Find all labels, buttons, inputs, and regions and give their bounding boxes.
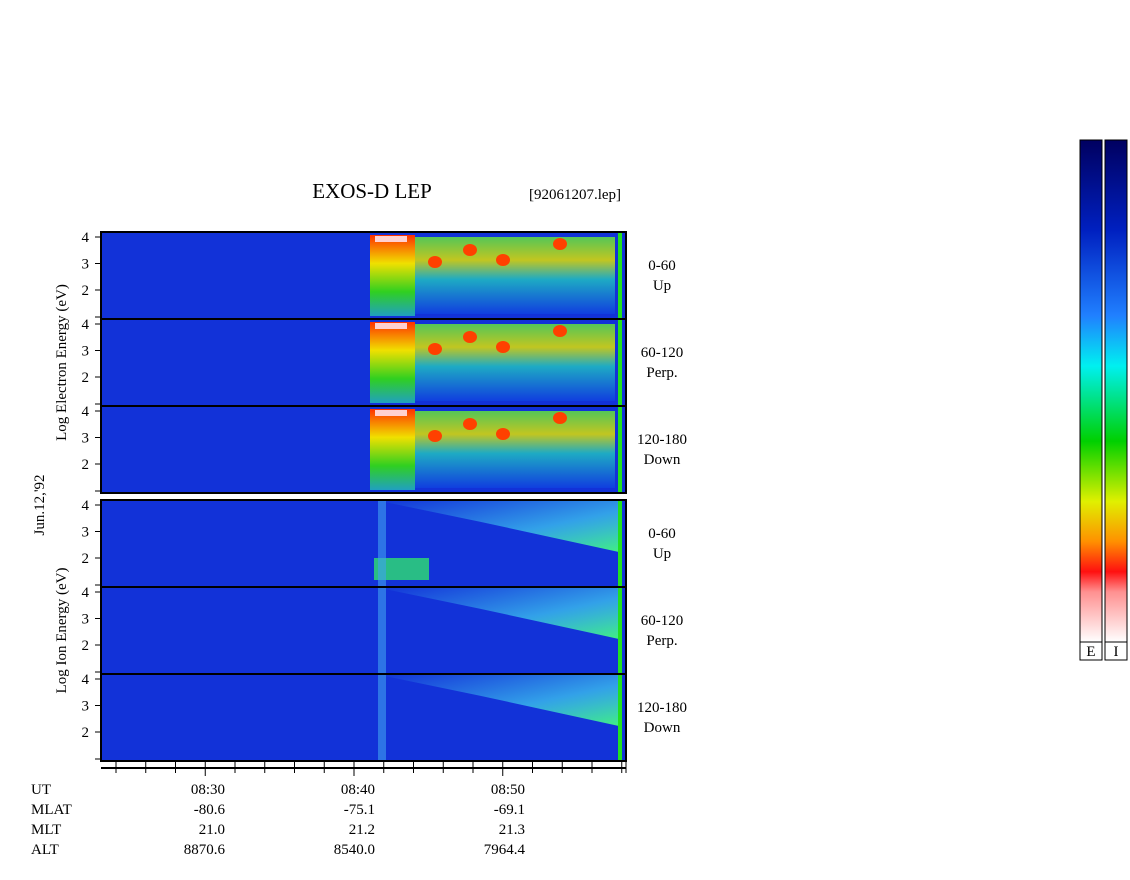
y-tick-label: 3 (82, 257, 90, 273)
panel-label: Up (653, 546, 671, 562)
colorbar-label: I (1114, 644, 1119, 660)
spectrogram-peak (375, 410, 407, 416)
y-tick-label: 3 (82, 525, 90, 541)
spectrogram-burst (370, 235, 415, 316)
y-tick-label: 4 (82, 230, 90, 246)
row-value: 21.2 (349, 822, 375, 838)
spectrogram-spot (553, 238, 567, 250)
spectrogram-streak (378, 500, 386, 587)
panel-label: Up (653, 278, 671, 294)
spectrogram-spot (463, 244, 477, 256)
spectrogram-spot (463, 418, 477, 430)
colorbar-i (1104, 139, 1128, 643)
spectrogram-burst (370, 409, 415, 490)
y-axis-label: Log Electron Energy (eV) (54, 284, 70, 441)
y-tick-label: 3 (82, 431, 90, 447)
panel-frame (100, 673, 627, 762)
row-value: 21.0 (199, 822, 225, 838)
spectrogram-band (375, 500, 620, 553)
colorbar-label-box (1104, 641, 1128, 661)
y-tick-label: 4 (82, 672, 90, 688)
spectrogram-spot (428, 430, 442, 442)
row-value: 08:40 (341, 782, 375, 798)
spectrogram-burst (374, 558, 429, 580)
panel-label: 120-180 (637, 432, 687, 448)
colorbar-label: E (1086, 644, 1095, 660)
y-tick-label: 2 (82, 457, 90, 473)
y-tick-label: 2 (82, 283, 90, 299)
spectrogram-edge (618, 406, 622, 493)
spectrogram-band (415, 237, 615, 314)
date: Jun.12,'92 (32, 474, 48, 535)
spectrogram-streak (378, 674, 386, 761)
colorbar-label-box (1079, 641, 1103, 661)
panel-label: 120-180 (637, 700, 687, 716)
spectrogram-band (415, 411, 615, 488)
y-tick-label: 2 (82, 551, 90, 567)
panel-label: Down (644, 720, 681, 736)
y-tick-label: 4 (82, 498, 90, 514)
spectrogram-band (415, 324, 615, 401)
panel-frame (100, 405, 627, 494)
spectrogram-edge (618, 232, 622, 319)
spectrogram-burst (370, 322, 415, 403)
y-tick-label: 2 (82, 638, 90, 654)
y-tick-label: 4 (82, 317, 90, 333)
row-value: 08:30 (191, 782, 225, 798)
spectrogram-spot (428, 343, 442, 355)
y-tick-label: 4 (82, 585, 90, 601)
panel-label: 0-60 (648, 526, 676, 542)
row-value: 21.3 (499, 822, 525, 838)
spectrogram-spot (496, 254, 510, 266)
y-axis-label: Log Ion Energy (eV) (54, 568, 70, 694)
spectrogram-edge (618, 319, 622, 406)
panel-label: 60-120 (641, 345, 684, 361)
title: EXOS-D LEP (312, 179, 432, 203)
y-tick-label: 4 (82, 404, 90, 420)
panel-label: Down (644, 452, 681, 468)
spectrogram-band (375, 587, 620, 640)
panel-label: 60-120 (641, 613, 684, 629)
spectrogram-spot (496, 341, 510, 353)
file-name: [92061207.lep] (529, 187, 621, 203)
spectrogram-spot (496, 428, 510, 440)
panel-label: Perp. (646, 633, 677, 649)
spectrogram-peak (375, 236, 407, 242)
row-value: -75.1 (344, 802, 375, 818)
row-value: -80.6 (194, 802, 226, 818)
spectrogram-edge (618, 587, 622, 674)
spectrogram-spot (428, 256, 442, 268)
spectrogram-streak (378, 587, 386, 674)
y-tick-label: 3 (82, 344, 90, 360)
spectrogram-spot (553, 412, 567, 424)
y-tick-label: 2 (82, 370, 90, 386)
spectrogram-spot (463, 331, 477, 343)
row-value: 08:50 (491, 782, 525, 798)
colorbar-e (1079, 139, 1103, 643)
row-label: MLAT (31, 802, 72, 818)
y-tick-label: 2 (82, 725, 90, 741)
row-value: 8870.6 (184, 842, 226, 858)
spectrogram-edge (618, 674, 622, 761)
spectrogram-edge (618, 500, 622, 587)
row-value: -69.1 (494, 802, 525, 818)
row-label: UT (31, 782, 51, 798)
spectrogram-band (375, 674, 620, 727)
row-label: MLT (31, 822, 61, 838)
row-label: ALT (31, 842, 59, 858)
spectrogram-peak (375, 323, 407, 329)
panel-label: 0-60 (648, 258, 676, 274)
row-value: 8540.0 (334, 842, 375, 858)
row-value: 7964.4 (484, 842, 526, 858)
y-tick-label: 3 (82, 699, 90, 715)
y-tick-label: 3 (82, 612, 90, 628)
spectrogram-spot (553, 325, 567, 337)
panel-label: Perp. (646, 365, 677, 381)
